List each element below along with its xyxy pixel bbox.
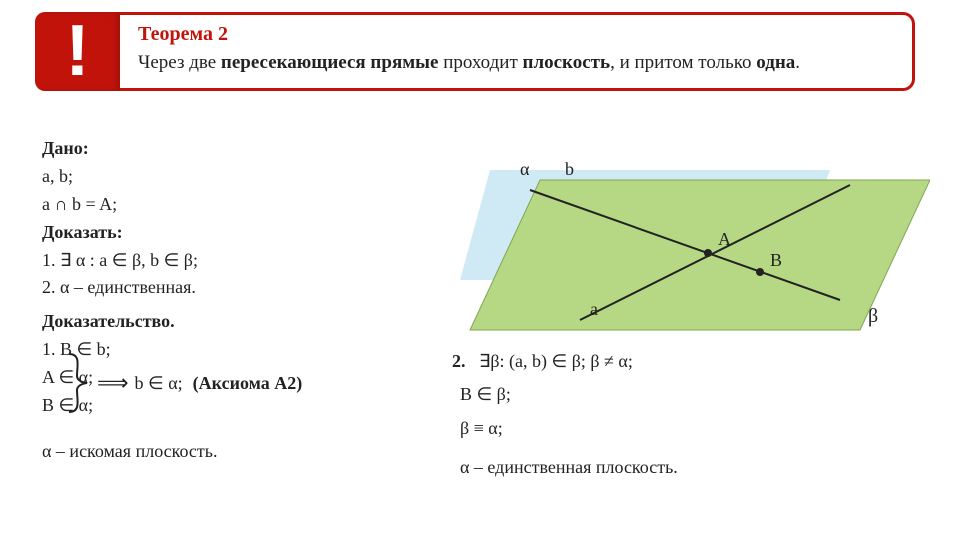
label-beta: β: [868, 305, 878, 327]
planes-diagram: α β a b A B: [460, 150, 930, 340]
label-alpha: α: [520, 159, 530, 179]
prove-header: Доказать:: [42, 219, 432, 247]
point-B: [756, 268, 764, 276]
plane-beta: [470, 180, 930, 330]
proof-step-1d: α – искомая плоскость.: [42, 438, 432, 466]
step2-expr: ∃β: (a, b) ∈ β; β ≠ α;: [479, 351, 633, 371]
bold-intersecting: пересекающиеся прямые: [221, 52, 439, 73]
given-line-2: a ∩ b = A;: [42, 191, 432, 219]
step2-line-2: β ≡ α;: [452, 412, 912, 445]
prove-line-2: 2. α – единственная.: [42, 274, 432, 302]
exclamation-icon: !: [35, 12, 120, 91]
point-A: [704, 249, 712, 257]
label-A-point: A: [718, 229, 731, 249]
implies-symbol: ⟹: [97, 370, 129, 396]
curly-brace-icon: [65, 352, 91, 414]
step2-header: 2. ∃β: (a, b) ∈ β; β ≠ α;: [452, 345, 912, 378]
given-header: Дано:: [42, 135, 432, 163]
bold-one: одна: [756, 52, 795, 73]
proof-header: Доказательство.: [42, 308, 432, 336]
theorem-title: Теорема 2: [138, 23, 894, 46]
label-b: b: [565, 159, 574, 179]
right-column: 2. ∃β: (a, b) ∈ β; β ≠ α; B ∈ β; β ≡ α; …: [452, 345, 912, 484]
step2-line-1: B ∈ β;: [452, 378, 912, 411]
theorem-body: Теорема 2 Через две пересекающиеся прямы…: [120, 12, 915, 91]
proof-conclusion-1: b ∈ α;: [135, 373, 183, 394]
theorem-text: Через две пересекающиеся прямые проходит…: [138, 50, 894, 76]
prove-line-1: 1. ∃ α : a ∈ β, b ∈ β;: [42, 247, 432, 275]
axiom-reference: (Аксиома A2): [193, 373, 303, 394]
given-line-1: a, b;: [42, 163, 432, 191]
step2-number: 2.: [452, 351, 466, 371]
label-B-point: B: [770, 250, 782, 270]
bold-plane: плоскость: [523, 52, 611, 73]
brace-implication: ⟹ b ∈ α; (Аксиома A2): [65, 352, 302, 414]
label-a: a: [590, 299, 598, 319]
left-column: Дано: a, b; a ∩ b = A; Доказать: 1. ∃ α …: [42, 135, 432, 466]
theorem-callout: ! Теорема 2 Через две пересекающиеся пря…: [35, 12, 915, 91]
step2-line-3: α – единственная плоскость.: [452, 451, 912, 484]
